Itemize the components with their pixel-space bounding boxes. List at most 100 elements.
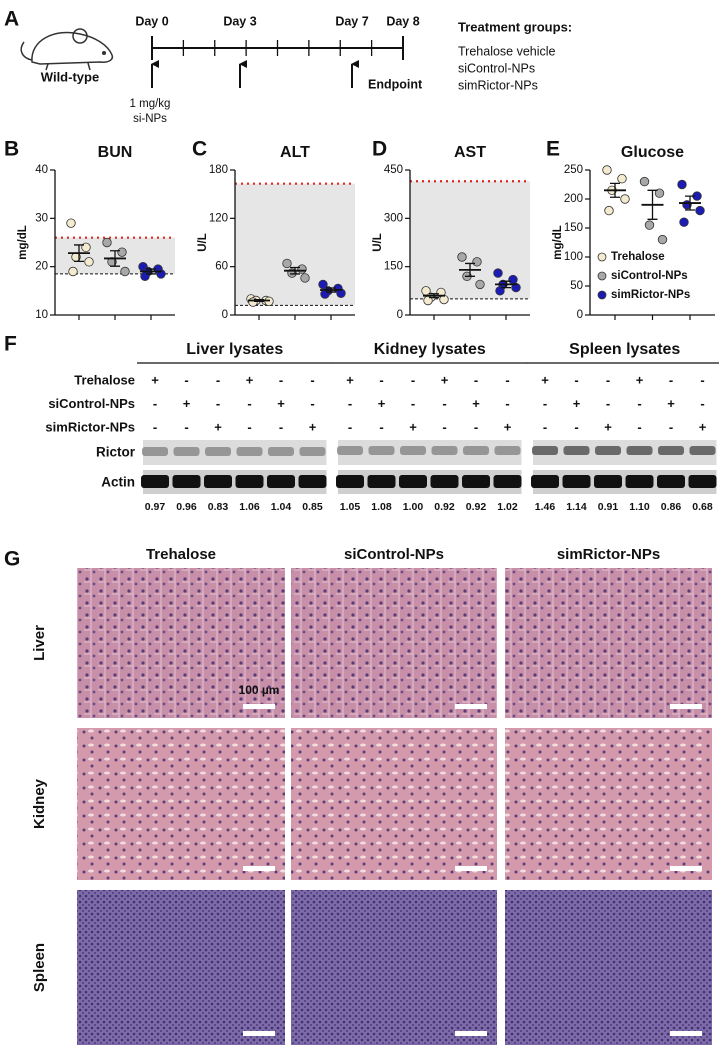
histology-image [77,728,285,880]
band [298,475,327,488]
data-point [475,279,485,290]
chart-title: AST [454,144,486,161]
treatment-sign: - [669,419,673,434]
treatment-sign: - [574,372,578,387]
endpoint-label: Endpoint [368,77,423,91]
treatment-sign: + [667,396,675,411]
treatment-sign: - [348,419,352,434]
treatment-label: simRictor-NPs [45,419,135,434]
legend-label: simRictor-NPs [611,289,690,301]
data-point [297,264,307,274]
scale-bar [670,704,702,709]
data-point [604,205,614,216]
y-axis-label: mg/dL [552,225,564,260]
panel-letter: B [4,138,19,161]
band [431,446,458,455]
data-point [68,266,78,277]
treatment-sign: - [505,372,509,387]
treatment-sign: + [472,396,480,411]
band [267,475,295,488]
data-point [282,258,292,269]
treatment-sign: - [543,396,547,411]
band [494,446,521,455]
data-point [495,286,505,296]
treatment-sign: + [541,372,549,387]
treatment-sign: - [411,396,415,411]
panel-letter: A [4,8,19,31]
panel-letter: E [546,138,560,161]
scale-label: 100 µm [239,683,280,697]
treatment-sign: + [573,396,581,411]
tissue-header: Kidney lysates [374,341,486,358]
panel-letter: D [372,138,387,161]
band [141,475,169,488]
chart-title: Glucose [621,144,684,161]
ratio-label: 0.85 [302,501,323,513]
band [367,475,396,488]
data-point [695,205,705,216]
treatment-sign: + [277,396,285,411]
treatment-sign: - [637,419,641,434]
day-label: Day 3 [223,14,256,28]
y-tick-label: 120 [209,212,228,224]
y-tick-label: 0 [577,309,583,321]
treatment-sign: - [606,396,610,411]
blot-rictor [533,440,717,465]
ratio-label: 0.92 [466,501,487,513]
band [400,446,426,455]
treatment-sign: - [153,419,157,434]
y-tick-label: 30 [35,212,48,224]
y-tick-label: 180 [209,164,228,176]
group-label: siControl-NPs [458,61,535,75]
data-point [657,234,668,245]
y-tick-label: 40 [35,164,48,176]
y-tick-label: 150 [564,222,583,234]
y-axis-label: U/L [197,233,209,252]
protein-label: Rictor [96,445,136,460]
treatment-sign: - [669,372,673,387]
treatment-sign: - [700,396,704,411]
ratio-label: 0.83 [208,501,229,513]
treatment-sign: - [247,419,251,434]
treatment-sign: - [279,419,283,434]
band [532,446,558,455]
band [688,475,717,488]
band [236,447,263,456]
legend-swatch [597,252,607,262]
legend-swatch [597,271,607,281]
data-point [117,247,127,257]
histology-image [291,568,497,718]
data-point [679,217,689,227]
band [658,446,684,455]
band [531,475,559,488]
treatment-sign: + [183,396,191,411]
scale-bar [243,1031,275,1036]
data-point [472,257,482,267]
panel-letter: G [4,548,20,571]
day-label: Day 7 [335,14,368,28]
treatment-sign: - [247,396,251,411]
y-tick-label: 100 [564,251,583,263]
treatment-sign: - [216,372,220,387]
data-point [300,273,310,283]
panel-letter: C [192,138,207,161]
tissue-header: Liver lysates [186,341,283,358]
treatment-sign: - [637,396,641,411]
scale-bar [455,704,487,709]
group-label: simRictor-NPs [458,78,538,92]
treatment-sign: - [279,372,283,387]
histology-image [505,890,712,1045]
band [657,475,685,488]
band [563,446,590,455]
treatment-sign: + [441,372,449,387]
histology-image [291,890,497,1045]
y-tick-label: 450 [384,164,403,176]
ratio-label: 0.86 [661,501,682,513]
row-label: Liver [31,625,48,661]
protein-label: Actin [101,475,135,490]
scale-bar [243,704,275,709]
treatment-sign: - [310,396,314,411]
legend-swatch [597,290,607,300]
mouse-icon [20,28,114,71]
day-label: Day 0 [135,14,168,28]
